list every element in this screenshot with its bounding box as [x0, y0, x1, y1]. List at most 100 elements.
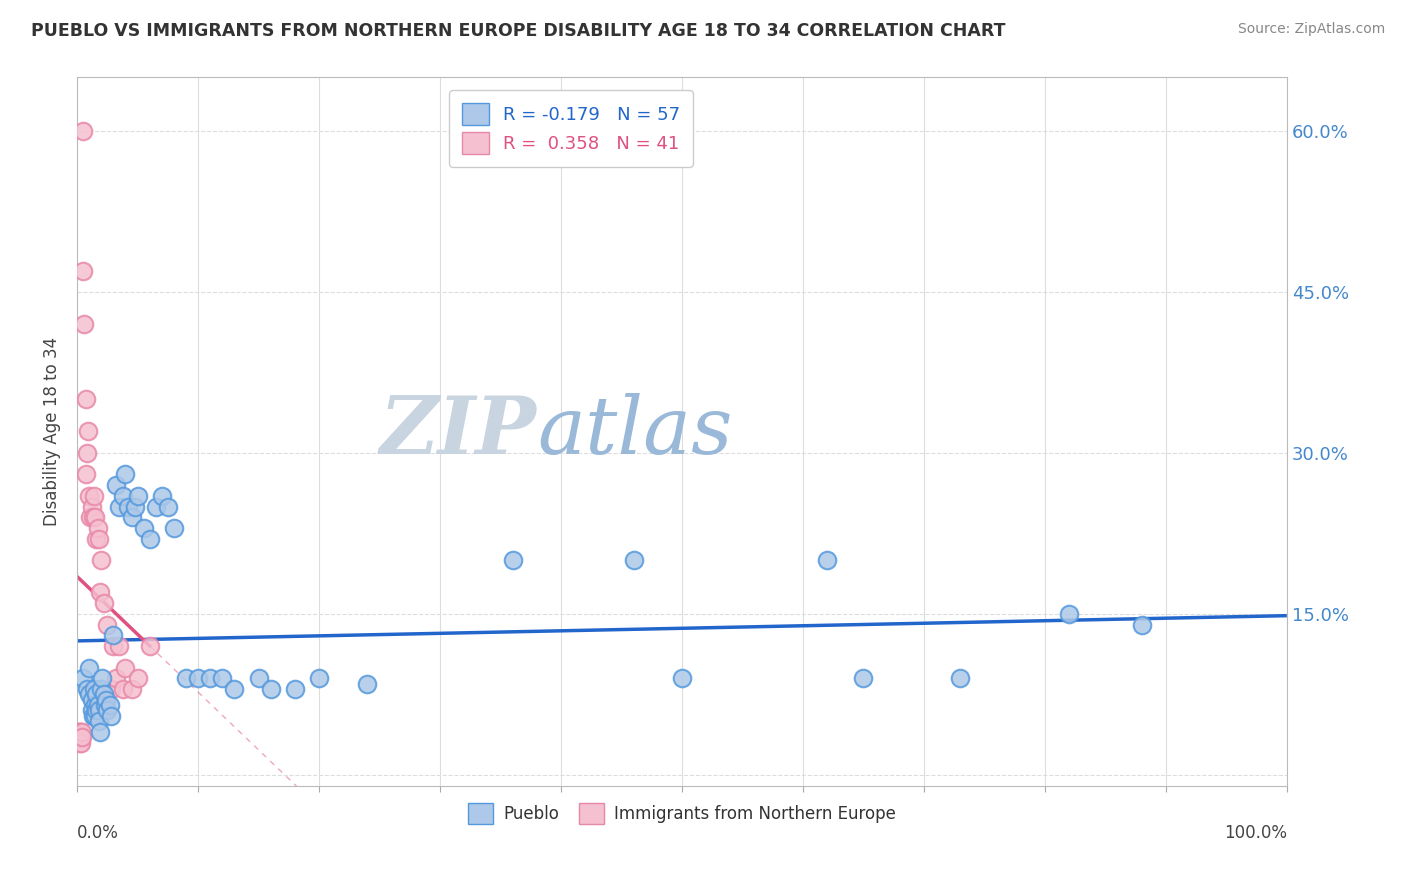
Point [127, 671, 149, 685]
Text: 0.0%: 0.0% [77, 824, 120, 842]
Point [623, 553, 645, 567]
Point [1130, 617, 1153, 632]
Point [121, 681, 143, 696]
Point [108, 639, 131, 653]
Point [124, 500, 146, 514]
Point [89, 585, 111, 599]
Point [156, 500, 179, 514]
Point [73, 317, 96, 331]
Point [94, 698, 117, 712]
Point [86, 698, 108, 712]
Point [98, 698, 121, 712]
Point [83, 681, 105, 696]
Point [114, 467, 136, 482]
Point [145, 500, 167, 514]
Point [117, 500, 139, 514]
Text: PUEBLO VS IMMIGRANTS FROM NORTHERN EUROPE DISABILITY AGE 18 TO 34 CORRELATION CH: PUEBLO VS IMMIGRANTS FROM NORTHERN EUROP… [31, 22, 1005, 40]
Point [70, 725, 93, 739]
Point [103, 639, 125, 653]
Y-axis label: Disability Age 18 to 34: Disability Age 18 to 34 [44, 337, 60, 526]
Point [86, 532, 108, 546]
Point [132, 521, 155, 535]
Point [356, 676, 378, 690]
Point [163, 521, 186, 535]
Point [66, 725, 89, 739]
Point [815, 553, 838, 567]
Point [114, 660, 136, 674]
Point [83, 489, 105, 503]
Point [138, 532, 160, 546]
Point [69, 725, 91, 739]
Point [96, 703, 118, 717]
Point [112, 489, 135, 503]
Point [138, 639, 160, 653]
Point [89, 725, 111, 739]
Point [82, 708, 104, 723]
Point [90, 553, 112, 567]
Point [69, 736, 91, 750]
Point [150, 489, 173, 503]
Point [86, 703, 108, 717]
Point [103, 628, 125, 642]
Point [100, 681, 122, 696]
Point [949, 671, 972, 685]
Point [82, 510, 104, 524]
Text: 100.0%: 100.0% [1223, 824, 1286, 842]
Point [67, 725, 90, 739]
Point [104, 478, 127, 492]
Point [72, 124, 94, 138]
Text: Source: ZipAtlas.com: Source: ZipAtlas.com [1237, 22, 1385, 37]
Point [93, 687, 115, 701]
Point [121, 510, 143, 524]
Point [69, 736, 91, 750]
Point [259, 681, 281, 696]
Point [77, 687, 100, 701]
Point [75, 392, 97, 407]
Point [80, 692, 103, 706]
Point [1057, 607, 1080, 621]
Point [247, 671, 270, 685]
Point [86, 521, 108, 535]
Point [77, 660, 100, 674]
Point [94, 692, 117, 706]
Legend: Pueblo, Immigrants from Northern Europe: Pueblo, Immigrants from Northern Europe [461, 797, 903, 830]
Point [66, 731, 89, 745]
Point [671, 671, 693, 685]
Point [96, 617, 118, 632]
Point [93, 596, 115, 610]
Point [112, 681, 135, 696]
Point [84, 708, 107, 723]
Point [72, 263, 94, 277]
Point [84, 698, 107, 712]
Point [224, 681, 246, 696]
Point [127, 489, 149, 503]
Point [198, 671, 221, 685]
Text: ZIP: ZIP [380, 392, 537, 470]
Point [76, 446, 98, 460]
Point [80, 703, 103, 717]
Point [75, 467, 97, 482]
Point [87, 703, 110, 717]
Text: atlas: atlas [537, 392, 733, 470]
Point [87, 532, 110, 546]
Point [284, 681, 307, 696]
Point [69, 731, 91, 745]
Point [76, 681, 98, 696]
Point [91, 671, 114, 685]
Point [174, 671, 197, 685]
Point [67, 731, 90, 745]
Point [211, 671, 233, 685]
Point [79, 510, 101, 524]
Point [100, 708, 122, 723]
Point [90, 681, 112, 696]
Point [70, 731, 93, 745]
Point [87, 714, 110, 728]
Point [69, 725, 91, 739]
Point [69, 731, 91, 745]
Point [187, 671, 209, 685]
Point [84, 510, 107, 524]
Point [104, 671, 127, 685]
Point [308, 671, 330, 685]
Point [80, 500, 103, 514]
Point [77, 425, 100, 439]
